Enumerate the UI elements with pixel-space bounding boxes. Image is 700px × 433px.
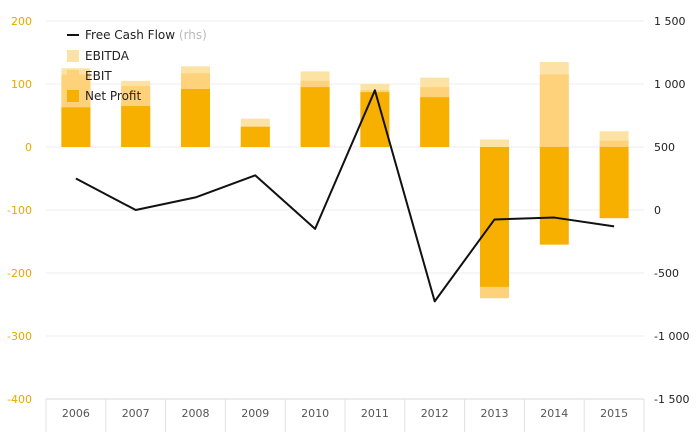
legend-label: Free Cash Flow (rhs) xyxy=(85,28,207,42)
legend-swatch xyxy=(67,90,79,102)
y-left-tick-label: -100 xyxy=(7,204,32,217)
bar-net-profit xyxy=(599,147,629,219)
bar-series xyxy=(61,61,629,299)
bar-net-profit xyxy=(121,106,151,147)
y-left-tick-label: 200 xyxy=(11,15,32,28)
y-left-tick-label: 100 xyxy=(11,78,32,91)
line-series xyxy=(75,89,615,303)
y-right-tick-label: -1 500 xyxy=(654,393,689,406)
bar-net-profit xyxy=(181,89,210,147)
x-tick-label: 2006 xyxy=(62,407,90,420)
y-right-tick-label: 0 xyxy=(654,204,661,217)
x-tick-label: 2008 xyxy=(182,407,210,420)
bar-net-profit xyxy=(360,92,390,147)
x-tick-label: 2015 xyxy=(600,407,628,420)
legend: Free Cash Flow (rhs) EBITDA EBIT Net Profit xyxy=(67,28,207,103)
line-free-cash-flow xyxy=(75,89,615,303)
y-right-tick-label: -500 xyxy=(654,267,679,280)
legend-swatch xyxy=(67,50,79,62)
x-tick-label: 2009 xyxy=(241,407,269,420)
x-tick-label: 2011 xyxy=(361,407,389,420)
y-left-tick-label: -200 xyxy=(7,267,32,280)
y-right-tick-label: 1 500 xyxy=(654,15,686,28)
bar-net-profit xyxy=(300,87,330,147)
legend-label: Net Profit xyxy=(85,89,141,103)
y-right-tick-label: 500 xyxy=(654,141,675,154)
legend-label: EBIT xyxy=(85,69,112,83)
y-right-tick-label: 1 000 xyxy=(654,78,686,91)
bar-net-profit xyxy=(480,147,509,287)
x-tick-label: 2013 xyxy=(481,407,509,420)
y-left-tick-label: -400 xyxy=(7,393,32,406)
y-right-tick-label: -1 000 xyxy=(654,330,689,343)
bar-ebitda xyxy=(480,139,509,147)
legend-label: EBITDA xyxy=(85,49,130,63)
bar-ebit xyxy=(539,74,569,147)
x-tick-label: 2012 xyxy=(421,407,449,420)
legend-label-suffix: (rhs) xyxy=(175,28,207,42)
x-tick-label: 2014 xyxy=(540,407,568,420)
legend-swatch xyxy=(67,70,79,82)
y-left-tick-label: 0 xyxy=(25,141,32,154)
bar-net-profit xyxy=(420,97,450,147)
bar-net-profit xyxy=(539,147,569,245)
bar-net-profit xyxy=(61,107,91,147)
x-tick-label: 2007 xyxy=(122,407,150,420)
bar-net-profit xyxy=(240,126,270,147)
y-left-tick-label: -300 xyxy=(7,330,32,343)
bar-ebit xyxy=(599,140,629,147)
x-tick-label: 2010 xyxy=(301,407,329,420)
